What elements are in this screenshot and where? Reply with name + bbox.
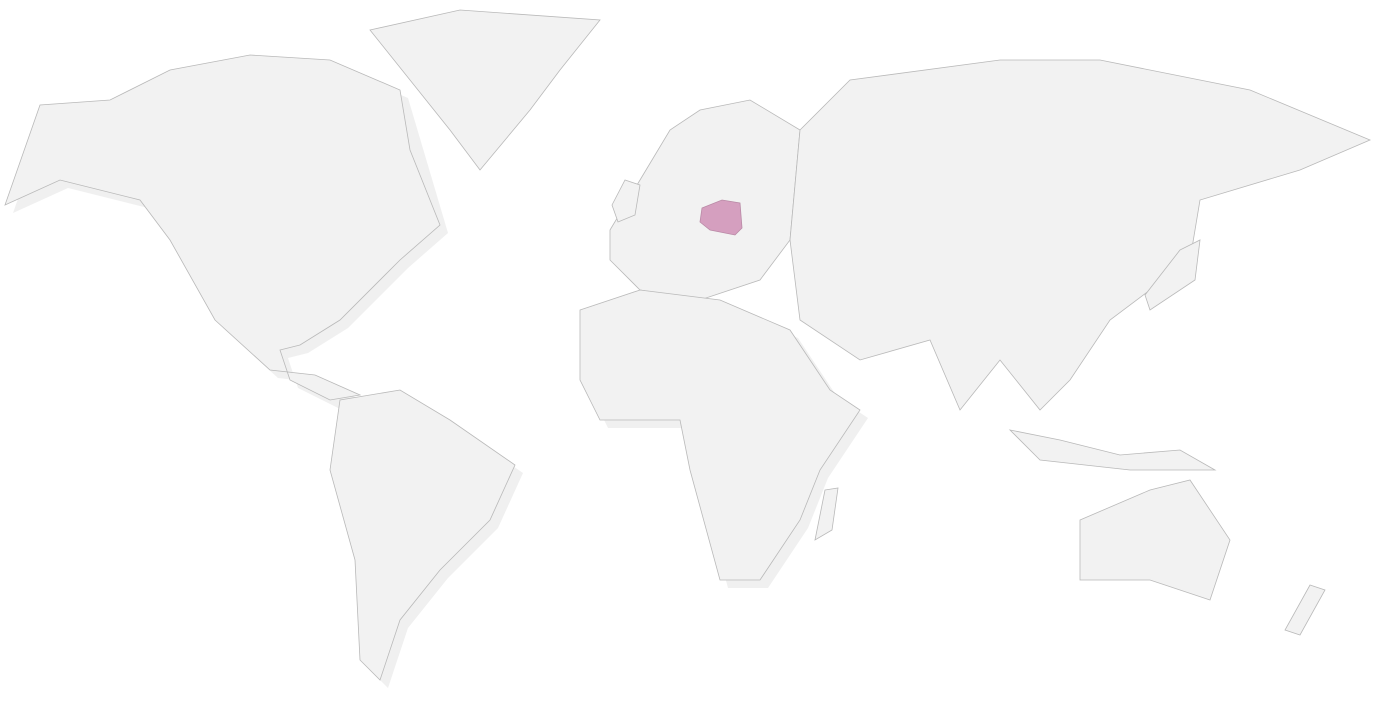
united-kingdom[interactable] [611, 179, 641, 223]
greenland[interactable] [369, 9, 601, 171]
australia[interactable] [1079, 479, 1231, 601]
japan[interactable] [1144, 239, 1201, 311]
north-america[interactable] [4, 54, 441, 401]
indonesia[interactable] [1008, 429, 1217, 471]
europe[interactable] [609, 99, 801, 301]
africa[interactable] [579, 289, 861, 581]
new-zealand[interactable] [1284, 584, 1326, 636]
madagascar[interactable] [814, 487, 839, 541]
country-poland[interactable] [699, 199, 743, 236]
asia[interactable] [789, 59, 1372, 411]
land-areas [4, 9, 1372, 681]
south-america[interactable] [329, 389, 516, 681]
